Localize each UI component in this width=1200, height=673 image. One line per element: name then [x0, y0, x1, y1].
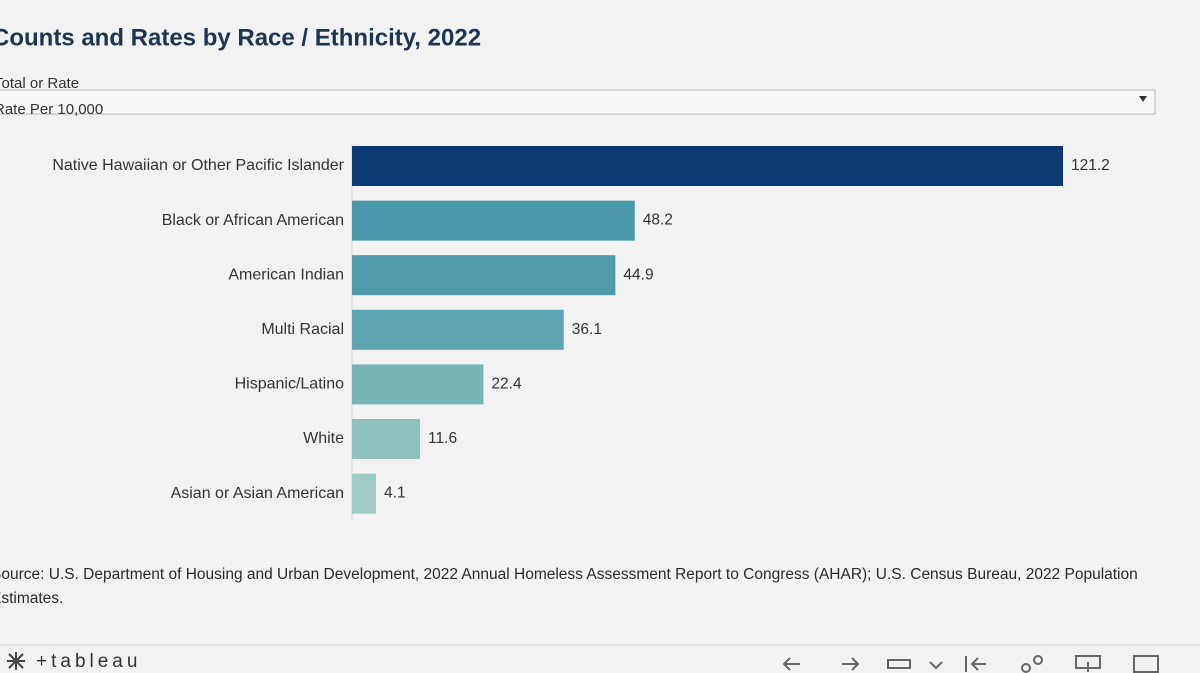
share-button-node — [1033, 655, 1043, 665]
value-label: 48.2 — [643, 212, 673, 229]
share-button[interactable] — [1021, 663, 1031, 673]
value-label: 4.1 — [384, 485, 406, 502]
reset-button[interactable] — [965, 656, 986, 672]
value-label: 22.4 — [491, 375, 522, 392]
tableau-brand: +tableau — [36, 651, 141, 672]
bar — [352, 473, 377, 514]
undo-button[interactable] — [782, 657, 800, 671]
redo-button[interactable] — [842, 657, 860, 671]
bar — [352, 255, 616, 296]
revert-button[interactable] — [887, 659, 911, 669]
value-label: 44.9 — [623, 266, 653, 283]
filter-value: Rate Per 10,000 — [0, 101, 103, 118]
category-label: Hispanic/Latino — [235, 376, 345, 393]
tableau-logo-icon — [7, 652, 25, 670]
bar — [352, 146, 1063, 186]
category-label: Black or African American — [162, 212, 344, 229]
category-label: American Indian — [228, 266, 344, 283]
source-note: Source: U.S. Department of Housing and U… — [0, 566, 1138, 607]
category-label: Multi Racial — [261, 321, 344, 338]
category-label: Native Hawaiian or Other Pacific Islande… — [52, 157, 344, 174]
category-label: White — [303, 430, 344, 447]
value-label: 121.2 — [1071, 157, 1110, 174]
dropdown-arrow[interactable] — [1139, 96, 1147, 102]
fullscreen-button[interactable] — [1133, 655, 1159, 673]
value-label: 36.1 — [572, 321, 602, 338]
revert-menu[interactable] — [929, 661, 943, 670]
filter-label: Total or Rate — [0, 75, 79, 92]
bar — [352, 419, 421, 459]
toolbar — [782, 655, 1159, 673]
download-button[interactable] — [1075, 655, 1101, 672]
filter-dropdown[interactable] — [0, 89, 1156, 115]
category-label: Asian or Asian American — [171, 485, 344, 502]
chart-title: Counts and Rates by Race / Ethnicity, 20… — [0, 24, 481, 51]
bar — [352, 309, 564, 350]
bar — [352, 200, 635, 241]
plot: Native Hawaiian or Other Pacific Islande… — [52, 146, 1110, 514]
value-label: 11.6 — [428, 430, 457, 447]
bar — [352, 364, 484, 405]
